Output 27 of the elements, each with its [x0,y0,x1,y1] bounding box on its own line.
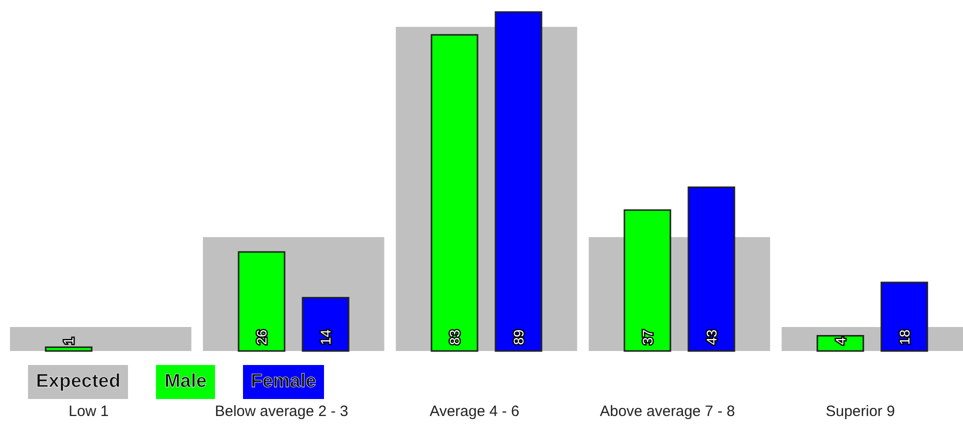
bar [494,11,542,352]
data-label: 26 [254,329,270,345]
x-tick-label: Below average 2 - 3 [214,403,348,420]
data-label: 83 [446,329,462,345]
legend-label: Expected [36,365,128,399]
data-label: 89 [510,329,526,345]
x-tick-label: Low 1 [68,403,109,420]
data-label: 43 [703,329,720,345]
x-tick-label: Superior 9 [826,403,895,420]
data-label: 4 [832,337,848,345]
data-label: 37 [639,329,656,345]
x-tick-label: Average 4 - 6 [430,403,520,420]
bar [238,251,286,352]
bar [880,282,928,352]
x-tick-label: Above average 7 - 8 [600,403,735,420]
bar [302,296,350,352]
data-label: 1 [60,337,77,345]
bar [688,186,736,352]
bar [430,34,478,352]
legend-label: Female [250,365,324,399]
bar [44,346,92,352]
bar [624,209,672,352]
bar [816,335,864,352]
bar [10,327,192,351]
legend-label: Male [164,365,215,399]
data-label: 18 [896,329,912,345]
data-label: 14 [318,329,334,345]
